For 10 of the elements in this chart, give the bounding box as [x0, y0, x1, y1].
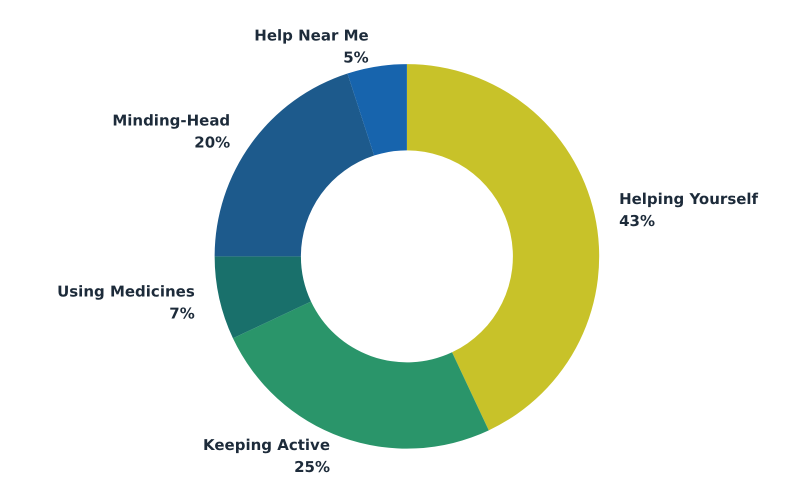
slice-label: Help Near Me	[254, 26, 369, 45]
data-label: 5%	[343, 48, 369, 67]
data-label: 25%	[294, 458, 330, 476]
slice-label: Using Medicines	[57, 282, 195, 301]
data-label: 20%	[194, 134, 230, 152]
slice-label: Minding-Head	[112, 112, 230, 130]
data-label: 43%	[619, 212, 655, 230]
slice-label: Keeping Active	[203, 436, 330, 454]
data-label: 7%	[169, 304, 195, 323]
slice-label: Helping Yourself	[619, 190, 759, 208]
